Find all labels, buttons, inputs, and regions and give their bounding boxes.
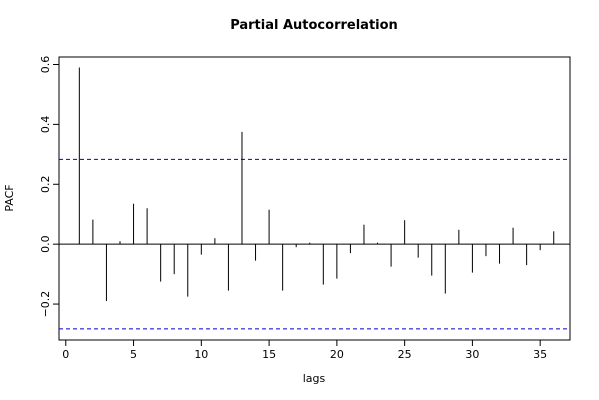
x-tick-label: 25 [398,348,412,361]
x-axis-label: lags [303,372,326,385]
x-tick-label: 35 [533,348,547,361]
x-tick-label: 20 [330,348,344,361]
x-tick-label: 30 [465,348,479,361]
plot-frame [58,56,571,341]
y-tick-label: 0.4 [39,116,52,134]
y-tick-label: 0.0 [39,235,52,253]
x-axis: 0 5 10 15 20 25 30 35 [62,339,547,361]
pacf-bars [78,67,555,302]
y-tick-label: 0.2 [39,176,52,194]
chart-title: Partial Autocorrelation [230,18,398,33]
x-tick-label: 5 [130,348,137,361]
x-tick-label: 0 [62,348,69,361]
x-tick-label: 15 [262,348,276,361]
confidence-lines [59,158,570,330]
x-tick-label: 10 [194,348,208,361]
y-tick-label: 0.6 [39,56,52,74]
y-axis: −0.2 0.0 0.2 0.4 0.6 [39,56,60,318]
y-tick-label: −0.2 [39,291,52,318]
y-axis-label: PACF [3,184,16,211]
